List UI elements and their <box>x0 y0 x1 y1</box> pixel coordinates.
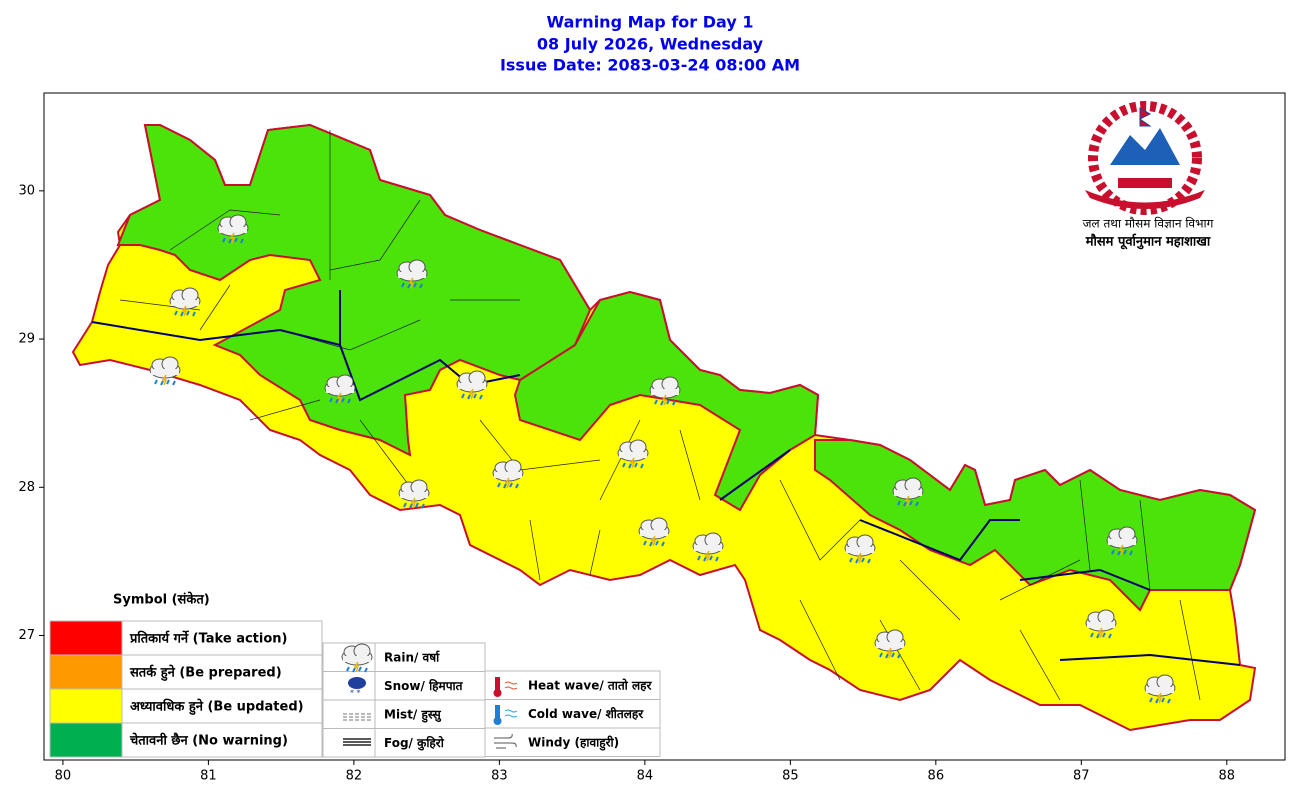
legend-label: चेतावनी छैन (No warning) <box>129 733 288 749</box>
nepal-map <box>71 123 1257 732</box>
x-tick-label: 80 <box>55 769 72 784</box>
legend-swatch <box>49 654 123 690</box>
title: Warning Map for Day 1 <box>547 13 754 32</box>
x-tick-label: 84 <box>637 769 654 784</box>
y-tick-label: 27 <box>18 628 35 643</box>
y-tick-label: 28 <box>18 480 35 495</box>
region-green-west <box>116 123 592 457</box>
issue-date: Issue Date: 2083-03-24 08:00 AM <box>500 56 800 75</box>
x-tick-label: 85 <box>782 769 799 784</box>
svg-text:* *: * * <box>350 689 361 698</box>
emblem <box>1085 101 1205 215</box>
axis-ticks: 80 81 82 83 84 85 86 87 88 27 28 29 30 <box>18 183 1235 783</box>
x-tick-label: 81 <box>200 769 217 784</box>
legend-label: Fog/ कुहिरो <box>384 736 445 751</box>
x-tick-label: 82 <box>346 769 363 784</box>
fog-symbol <box>343 738 371 746</box>
legend-label: Snow/ हिमपात <box>384 679 464 693</box>
legend-label: Heat wave/ तातो लहर <box>528 679 652 693</box>
division: मौसम पूर्वानुमान महाशाखा <box>1085 234 1211 250</box>
legend-label: सतर्क हुने (Be prepared) <box>129 665 282 682</box>
legend-swatch <box>49 722 123 758</box>
legend-cell <box>484 670 661 700</box>
legend-label: Rain/ वर्षा <box>384 651 440 665</box>
legend-swatch <box>49 688 123 724</box>
symbol-legend: * * Rain/ वर्षा Snow/ हिमपात Mist/ हुस्सु F… <box>322 642 486 758</box>
legend-label: Mist/ हुस्सु <box>384 708 442 724</box>
x-tick-label: 88 <box>1219 769 1236 784</box>
legend-label: Windy (हावाहुरी) <box>528 736 619 752</box>
legend-label: अध्यावधिक हुने (Be updated) <box>130 699 304 716</box>
heat-symbol <box>493 677 518 697</box>
x-tick-label: 86 <box>928 769 945 784</box>
y-tick-label: 30 <box>18 183 35 198</box>
legend-cell <box>484 727 661 757</box>
legend-title: Symbol (संकेत) <box>113 592 210 608</box>
mist-symbol <box>343 713 371 721</box>
legend-label: Cold wave/ शीतलहर <box>528 707 644 721</box>
y-tick-label: 29 <box>18 332 35 347</box>
wind-symbol <box>494 733 517 749</box>
department: जल तथा मौसम विज्ञान विभाग <box>1083 217 1214 231</box>
region-green-central <box>513 290 820 512</box>
legend-cell <box>484 699 661 729</box>
cold-symbol <box>493 705 518 725</box>
region-green-east <box>814 439 1257 612</box>
x-tick-label: 83 <box>491 769 508 784</box>
date: 08 July 2026, Wednesday <box>537 35 764 54</box>
x-tick-label: 87 <box>1073 769 1090 784</box>
legend-swatch <box>49 620 123 656</box>
warning-legend: प्रतिकार्य गर्ने (Take action) सतर्क हुने… <box>49 620 323 758</box>
legend-label: प्रतिकार्य गर्ने (Take action) <box>129 631 287 647</box>
hazard-legend: Heat wave/ तातो लहर Cold wave/ शीतलहर Wind… <box>484 670 661 757</box>
snow-symbol: * * <box>348 677 366 698</box>
